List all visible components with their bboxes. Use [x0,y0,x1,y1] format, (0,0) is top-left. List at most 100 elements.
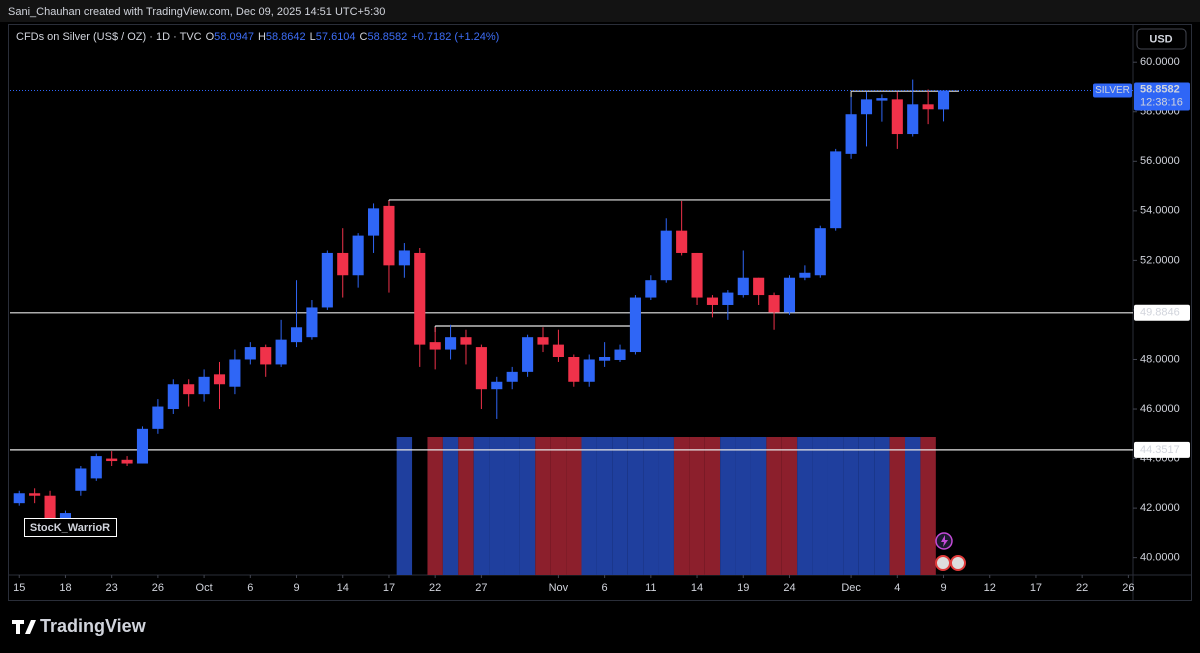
candle-body [645,280,657,298]
currency-label: USD [1149,33,1172,45]
x-tick-label: 6 [602,582,608,594]
overlay-bar [689,437,705,575]
x-tick-label: 26 [1122,582,1134,594]
overlay-bar [704,437,721,575]
candle-body [414,252,426,345]
overlay-bar [442,437,459,575]
candle-body [152,406,164,429]
top-bar [0,0,1200,22]
candle-body [352,235,364,276]
candle-body [475,347,487,390]
candle-body [552,344,564,357]
change: +0.7182 (+1.24%) [411,31,499,43]
candle-body [799,272,811,278]
candle-body [198,376,210,395]
x-tick-label: 6 [247,582,253,594]
overlay-bar [843,437,859,575]
candle-body [29,493,41,496]
ohlc-value: 57.6104 [316,31,356,43]
overlay-bar [658,437,674,575]
overlay-bar [612,437,628,575]
x-tick-label: 14 [337,582,349,594]
x-tick-label: Dec [841,582,861,594]
overlay-bar [905,437,921,575]
candle-body [183,384,195,395]
overlay-bar [566,437,582,575]
candle-body [860,99,873,115]
x-tick-label: Nov [549,582,569,594]
overlay-bar [396,437,413,575]
countdown: 12:38:16 [1140,96,1183,108]
x-tick-label: 18 [59,582,71,594]
y-tick-label: 48.0000 [1140,353,1180,365]
candle-body [891,99,903,135]
x-tick-label: 22 [429,582,441,594]
level-badge [1134,304,1190,321]
symbol-badge-box [1093,83,1132,98]
candle-body [121,459,133,464]
x-tick-label: 9 [940,582,946,594]
overlay-bar [874,437,890,575]
overlay-bar [812,437,828,575]
y-tick-label: 46.0000 [1140,403,1180,415]
candle-body [753,277,765,296]
candle-body [275,339,287,365]
x-tick-label: 24 [783,582,795,594]
x-tick-label: 17 [383,582,395,594]
flag-icon[interactable] [935,555,951,571]
overlay-bar [643,437,659,575]
overlay-bar [550,437,567,575]
watermark-box [24,518,117,537]
watermark: StocK_WarrioR [30,522,110,534]
x-tick-label: 12 [984,582,996,594]
ohlc-label: L [310,31,316,43]
overlay-bar [627,437,644,575]
currency-button[interactable] [1136,28,1187,50]
candle-body [136,428,149,464]
level-label: 49.8846 [1140,307,1180,319]
last-price-label: 58.8582 [1140,83,1180,95]
candle-body [506,371,518,382]
x-tick-label: 9 [293,582,299,594]
candle-body [429,342,441,350]
candle-body [244,347,256,360]
symbol-badge: SILVER [1095,85,1130,96]
flag-icon[interactable] [950,555,966,571]
overlay-bar [920,437,936,575]
candle-body [59,513,72,519]
overlay-bar [781,437,798,575]
candle-body [629,297,641,353]
candle-body [768,295,780,313]
overlay-bar [673,437,690,575]
overlay-bar [581,437,597,575]
candle-body [614,349,626,360]
candle-body [676,230,688,253]
overlay-bar [427,437,443,575]
overlay-bar [535,437,551,575]
candle-body [213,374,226,385]
x-tick-label: 22 [1076,582,1088,594]
x-tick-label: 17 [1030,582,1042,594]
candle-body [306,307,318,338]
y-tick-label: 56.0000 [1140,155,1180,167]
candle-body [398,250,410,266]
overlay-bar [519,437,536,575]
overlay-bar [797,437,813,575]
last-price-badge [1134,82,1190,111]
credit: Sani_Chauhan created with TradingView.co… [8,6,385,18]
candle-body [75,468,87,491]
x-tick-label: 27 [475,582,487,594]
candle-body [321,252,333,308]
ohlc-value: 58.0947 [214,31,254,43]
y-tick-label: 54.0000 [1140,205,1180,217]
candle-body [491,381,503,390]
ohlc-label: C [360,31,368,43]
candle-body [783,277,796,313]
candle-body [691,252,703,298]
overlay-bar [489,437,505,575]
x-tick-label: 19 [737,582,749,594]
y-tick-label: 42.0000 [1140,502,1180,514]
candle-body [568,357,580,382]
